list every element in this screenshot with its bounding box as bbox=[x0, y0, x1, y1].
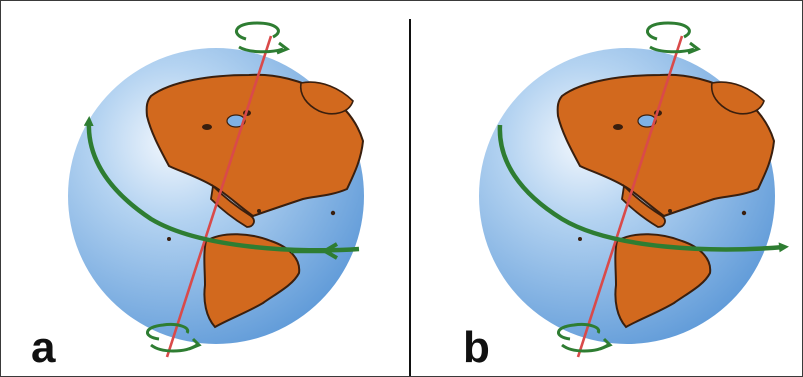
panel-a: a bbox=[1, 1, 409, 376]
rotation-arrow-icon bbox=[646, 21, 702, 55]
panel-label-a: a bbox=[31, 323, 56, 372]
globe-icon bbox=[479, 48, 776, 344]
panel-b: b bbox=[412, 1, 802, 376]
rotation-arrow-icon bbox=[235, 21, 291, 55]
earth-axis-icon bbox=[576, 35, 684, 358]
panel-divider bbox=[409, 19, 411, 376]
globe-icon bbox=[68, 48, 365, 344]
rotation-arrow-icon bbox=[557, 323, 613, 353]
globe-diagram-b bbox=[479, 21, 789, 358]
earth-axis-icon bbox=[165, 35, 273, 358]
rotation-arrow-icon bbox=[497, 124, 789, 253]
rotation-arrow-icon bbox=[146, 323, 202, 353]
globe-diagram-a bbox=[68, 21, 365, 358]
panel-label-b: b bbox=[463, 323, 490, 372]
